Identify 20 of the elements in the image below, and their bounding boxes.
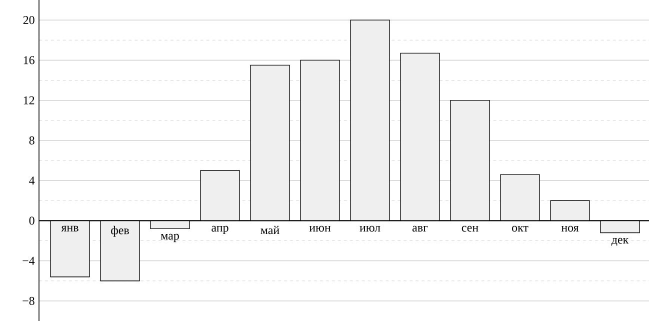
y-tick-label: −4 [22,256,35,265]
x-tick-label: июн [309,226,331,232]
x-tick-label: апр [212,226,228,234]
x-tick-label: янв [61,226,78,232]
x-tick-label: мар [160,234,179,242]
y-tick-label: 8 [29,136,34,144]
x-tick-label: авг [412,226,428,232]
x-tick-label: ноя [561,226,579,232]
y-tick-label: −8 [22,296,34,305]
x-tick-label: май [260,226,280,234]
y-tick-label: 16 [24,56,34,64]
y-tick-label: 20 [23,16,34,24]
x-tick-label: окт [512,226,528,232]
x-tick-label: июл [360,226,380,232]
x-tick-label: фев [111,226,129,237]
x-tick-label: дек [611,238,629,246]
x-tick-label: сен [462,226,478,232]
y-tick-label: 4 [29,176,35,184]
y-tick-label: 12 [24,96,34,104]
y-tick-label: 0 [29,216,34,225]
